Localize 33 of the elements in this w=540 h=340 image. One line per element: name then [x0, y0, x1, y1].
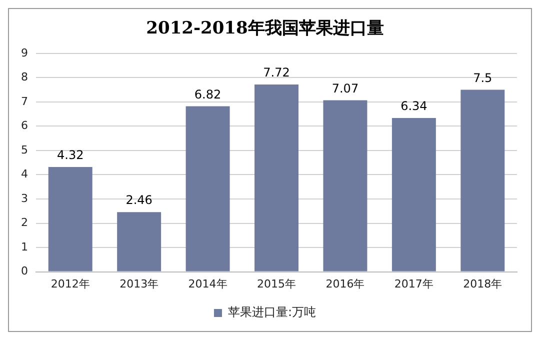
chart-title: 2012-2018年我国苹果进口量: [146, 18, 384, 39]
x-tick-label: 2012年: [50, 277, 90, 290]
y-tick-label: 5: [21, 143, 28, 156]
x-tick-label: 2013年: [120, 277, 159, 290]
bar: [186, 106, 230, 272]
x-tick-label: 2018年: [463, 277, 502, 290]
data-label: 6.34: [400, 99, 428, 114]
bar: [392, 118, 436, 272]
y-tick-label: 8: [21, 70, 28, 84]
y-tick-label: 7: [21, 94, 28, 108]
data-label: 7.72: [263, 66, 290, 80]
data-label: 7.5: [473, 70, 492, 85]
y-tick-label: 4: [21, 168, 28, 181]
data-label: 4.32: [56, 148, 84, 162]
y-tick-label: 3: [21, 192, 28, 205]
y-tick-label: 2: [21, 216, 28, 230]
data-label: 6.82: [194, 87, 222, 102]
x-tick-label: 2017年: [394, 277, 434, 290]
y-tick-label: 0: [21, 264, 28, 278]
bar: [254, 84, 298, 272]
legend-label: 苹果进口量:万吨: [228, 305, 316, 320]
data-label: 7.07: [332, 81, 359, 96]
y-tick-label: 9: [21, 46, 28, 60]
y-tick-label: 6: [21, 119, 28, 132]
bar: [460, 90, 505, 272]
y-tick-label: 1: [21, 240, 28, 254]
x-tick-label: 2014年: [188, 277, 228, 290]
x-tick-label: 2016年: [326, 277, 365, 290]
bar: [117, 212, 162, 272]
bar: [48, 166, 92, 272]
bar: [323, 100, 368, 272]
data-label: 2.46: [126, 193, 152, 208]
x-tick-label: 2015年: [257, 277, 296, 290]
